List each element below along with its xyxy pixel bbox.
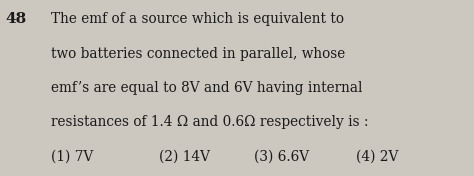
Text: (1) 7V: (1) 7V: [51, 150, 93, 164]
Text: emf’s are equal to 8V and 6V having internal: emf’s are equal to 8V and 6V having inte…: [51, 81, 363, 95]
Text: 48: 48: [6, 12, 27, 26]
Text: (3) 6.6V: (3) 6.6V: [254, 150, 309, 164]
Text: resistances of 1.4 Ω and 0.6Ω respectively is :: resistances of 1.4 Ω and 0.6Ω respective…: [51, 115, 369, 129]
Text: (2) 14V: (2) 14V: [159, 150, 210, 164]
Text: The emf of a source which is equivalent to: The emf of a source which is equivalent …: [51, 12, 344, 26]
Text: (4) 2V: (4) 2V: [356, 150, 398, 164]
Text: two batteries connected in parallel, whose: two batteries connected in parallel, who…: [51, 47, 346, 61]
